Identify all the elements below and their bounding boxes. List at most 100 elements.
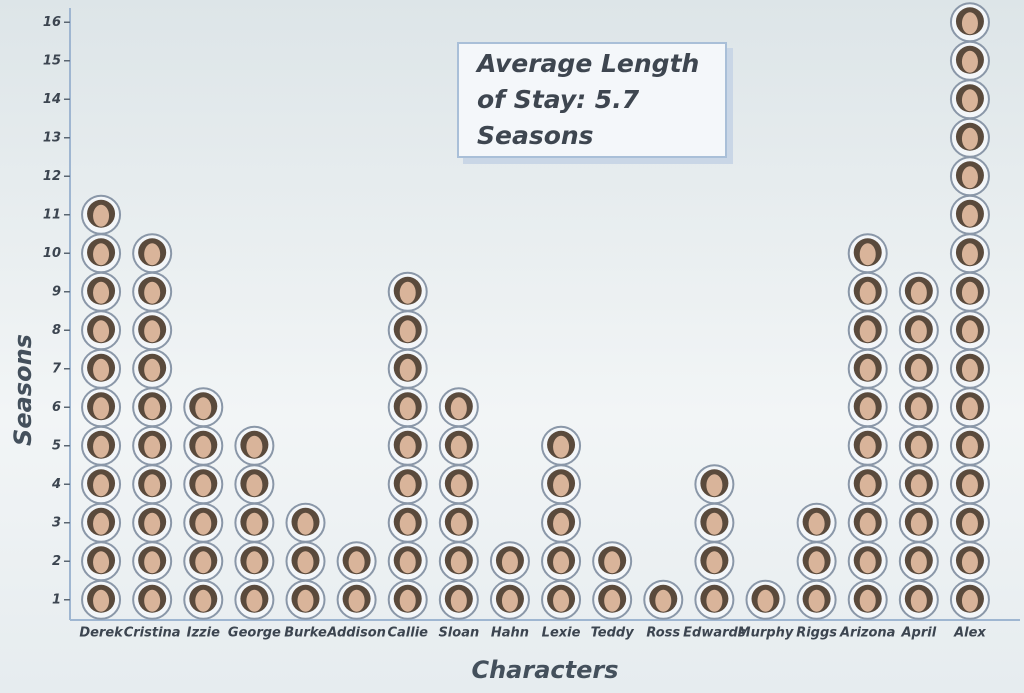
icon-face	[93, 474, 110, 497]
icon-face	[399, 358, 416, 381]
icon-face	[859, 358, 876, 381]
icon-face	[246, 589, 263, 612]
icon-face	[808, 589, 825, 612]
icon-face	[399, 281, 416, 304]
x-tick-label: Alex	[953, 626, 986, 641]
icon-face	[195, 397, 212, 420]
icon-stack	[541, 425, 582, 620]
x-tick-label: Hahn	[491, 626, 529, 641]
icon-stack	[132, 233, 173, 620]
x-tick-label: Arizona	[839, 626, 895, 641]
icon-face	[144, 435, 161, 458]
y-tick-label: 14	[43, 92, 61, 107]
icon-face	[246, 474, 263, 497]
icon-face	[961, 320, 978, 343]
icon-stack	[745, 579, 786, 620]
icon-face	[399, 397, 416, 420]
icon-face	[399, 551, 416, 574]
icon-face	[501, 589, 518, 612]
icon-face	[706, 551, 723, 574]
icon-face	[757, 589, 774, 612]
icon-face	[961, 166, 978, 189]
icon-face	[93, 358, 110, 381]
icon-face	[297, 551, 314, 574]
icon-face	[604, 589, 621, 612]
icon-face	[144, 551, 161, 574]
icon-face	[195, 474, 212, 497]
icon-face	[961, 512, 978, 535]
x-tick-label: Cristina	[124, 626, 181, 641]
icon-face	[961, 281, 978, 304]
icon-face	[553, 512, 570, 535]
icon-face	[93, 281, 110, 304]
icon-stack	[694, 464, 735, 620]
icon-face	[859, 435, 876, 458]
icon-face	[910, 320, 927, 343]
x-tick-label: Riggs	[796, 626, 837, 641]
icon-face	[399, 474, 416, 497]
icon-face	[246, 512, 263, 535]
icon-face	[706, 589, 723, 612]
y-tick-label: 15	[43, 53, 61, 68]
y-tick-label: 6	[52, 400, 61, 415]
icon-face	[195, 551, 212, 574]
y-axis-title: Seasons	[9, 334, 37, 446]
icon-face	[859, 589, 876, 612]
icon-face	[910, 397, 927, 420]
icon-face	[144, 397, 161, 420]
icon-face	[144, 589, 161, 612]
icon-face	[859, 474, 876, 497]
icon-face	[93, 320, 110, 343]
y-tick-label: 3	[52, 515, 61, 530]
x-tick-label: Teddy	[591, 626, 635, 641]
icon-face	[961, 358, 978, 381]
icon-face	[961, 50, 978, 73]
icon-stack	[643, 579, 684, 620]
icon-stack	[592, 541, 633, 620]
icon-stack	[949, 2, 990, 620]
x-axis-title: Characters	[471, 656, 618, 684]
icon-face	[93, 589, 110, 612]
icon-face	[297, 512, 314, 535]
icon-stack	[183, 387, 224, 620]
icon-face	[399, 589, 416, 612]
icon-face	[450, 397, 467, 420]
icon-face	[450, 474, 467, 497]
x-tick-label: Ross	[646, 626, 680, 641]
x-tick-label: Derek	[79, 626, 124, 641]
x-tick-label: Edwards	[683, 626, 746, 641]
y-tick-label: 16	[43, 15, 61, 30]
icon-face	[553, 551, 570, 574]
icon-face	[910, 551, 927, 574]
icon-face	[859, 551, 876, 574]
icon-face	[808, 512, 825, 535]
icon-face	[961, 204, 978, 227]
icon-face	[706, 474, 723, 497]
icon-face	[450, 551, 467, 574]
icon-face	[93, 243, 110, 266]
icon-face	[246, 435, 263, 458]
icon-face	[348, 551, 365, 574]
y-tick-label: 10	[43, 246, 61, 261]
icon-face	[604, 551, 621, 574]
icon-face	[961, 12, 978, 35]
icon-face	[706, 512, 723, 535]
icon-face	[961, 474, 978, 497]
icon-stack	[81, 194, 122, 620]
icon-face	[655, 589, 672, 612]
icon-face	[93, 397, 110, 420]
icon-face	[144, 281, 161, 304]
x-tick-label: Burke	[284, 626, 327, 641]
icon-stack	[847, 233, 888, 620]
y-tick-label: 13	[43, 130, 61, 145]
x-tick-label: George	[228, 626, 281, 641]
icon-stack	[796, 502, 837, 620]
y-tick-label: 11	[43, 207, 61, 222]
icon-face	[961, 243, 978, 266]
icon-face	[399, 320, 416, 343]
x-tick-label: Izzie	[187, 626, 220, 641]
icon-face	[910, 358, 927, 381]
icon-face	[910, 281, 927, 304]
icon-face	[553, 474, 570, 497]
